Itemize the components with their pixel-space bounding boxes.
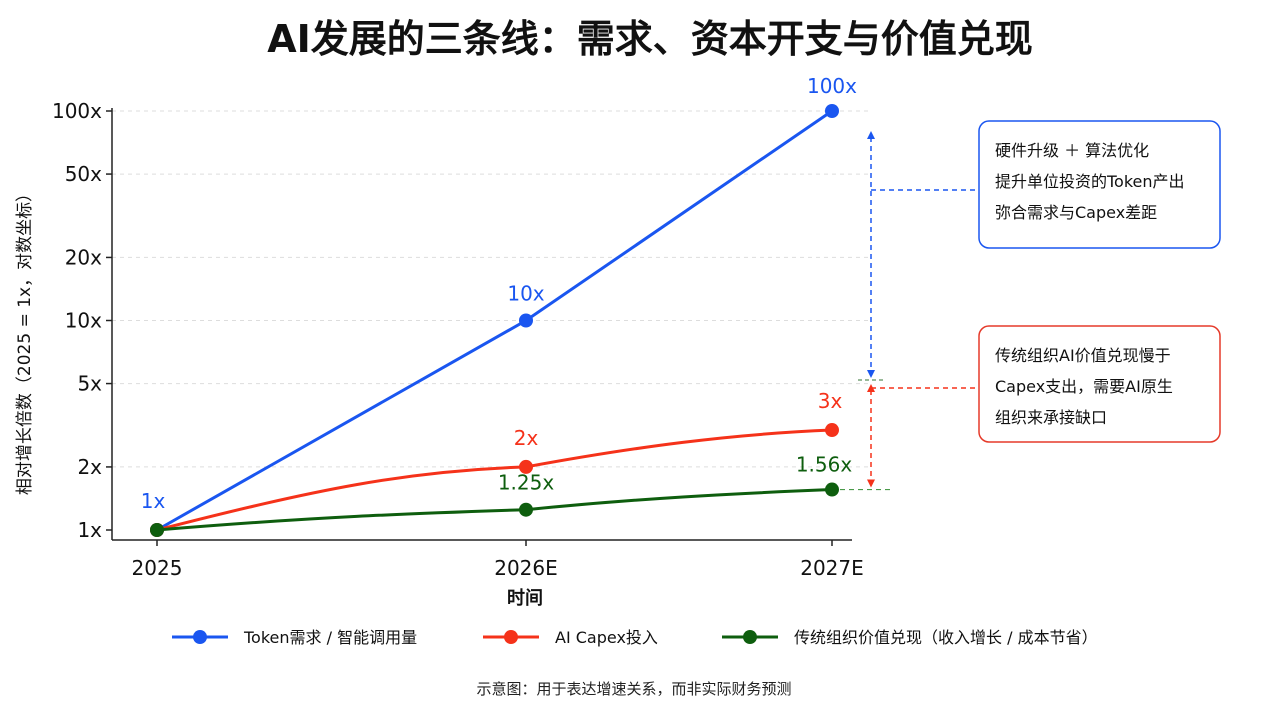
annotation-text: 组织来承接缺口 [995, 408, 1107, 427]
data-point [825, 423, 839, 438]
data-label: 3x [818, 389, 843, 413]
annotation-text: 传统组织AI价值兑现慢于 [995, 346, 1171, 365]
y-tick-label: 50x [65, 162, 102, 186]
data-label: 1x [141, 489, 166, 513]
data-point [519, 313, 533, 328]
annotation-connectors [840, 131, 980, 491]
x-tick-label: 2027E [800, 556, 864, 580]
annotation-boxes: 硬件升级 ＋ 算法优化提升单位投资的Token产出弥合需求与Capex差距传统组… [978, 120, 1221, 443]
footnote: 示意图：用于表达增速关系，而非实际财务预测 [476, 680, 791, 698]
legend-label: 传统组织价值兑现（收入增长 / 成本节省） [794, 628, 1098, 647]
grid [112, 110, 872, 468]
legend-marker [743, 630, 757, 644]
arrow-down-icon [867, 370, 875, 378]
data-label: 1.56x [796, 453, 853, 477]
series-layer: 1x 10x 100x 2x 3x 1.25x 1.56x [141, 74, 857, 537]
series-line [156, 428, 833, 532]
y-axis-label: 相对增长倍数（2025 = 1x，对数坐标） [15, 185, 35, 495]
arrow-up-icon [867, 131, 875, 139]
annotation-box [978, 325, 1221, 443]
chart-title: AI发展的三条线：需求、资本开支与价值兑现 [267, 17, 1033, 61]
data-point [825, 482, 839, 497]
data-point [150, 523, 164, 537]
data-label: 2x [514, 426, 539, 450]
data-label: 10x [507, 282, 544, 306]
x-tick-label: 2025 [132, 556, 183, 580]
annotation-text: 弥合需求与Capex差距 [995, 203, 1157, 222]
y-tick-label: 10x [65, 309, 102, 333]
series-line [156, 488, 833, 532]
y-tick-label: 5x [77, 372, 102, 396]
legend-label: Token需求 / 智能调用量 [243, 628, 417, 647]
y-tick-label: 100x [52, 99, 102, 123]
annotation-text: 硬件升级 ＋ 算法优化 [995, 141, 1149, 160]
x-tick-labels: 2025 2026E 2027E [132, 540, 864, 580]
legend-marker [193, 630, 207, 644]
data-point [825, 104, 839, 118]
x-axis-label: 时间 [507, 588, 543, 609]
data-label: 1.25x [498, 471, 555, 495]
x-tick-label: 2026E [494, 556, 558, 580]
annotation-box [978, 120, 1221, 249]
legend-label: AI Capex投入 [555, 628, 658, 647]
y-tick-labels: 1x 2x 5x 10x 20x 50x 100x [52, 99, 112, 542]
axes [111, 108, 852, 541]
y-tick-label: 2x [77, 455, 102, 479]
y-tick-label: 20x [65, 245, 102, 269]
annotation-text: 提升单位投资的Token产出 [995, 172, 1185, 191]
y-tick-label: 1x [77, 518, 102, 542]
legend-marker [504, 630, 518, 644]
data-point [519, 502, 533, 517]
annotation-text: Capex支出，需要AI原生 [995, 377, 1173, 396]
arrow-down-icon [867, 479, 875, 488]
data-label: 100x [807, 74, 857, 98]
data-point [519, 459, 533, 474]
legend: Token需求 / 智能调用量 AI Capex投入 传统组织价值兑现（收入增长 /… [172, 628, 1098, 647]
